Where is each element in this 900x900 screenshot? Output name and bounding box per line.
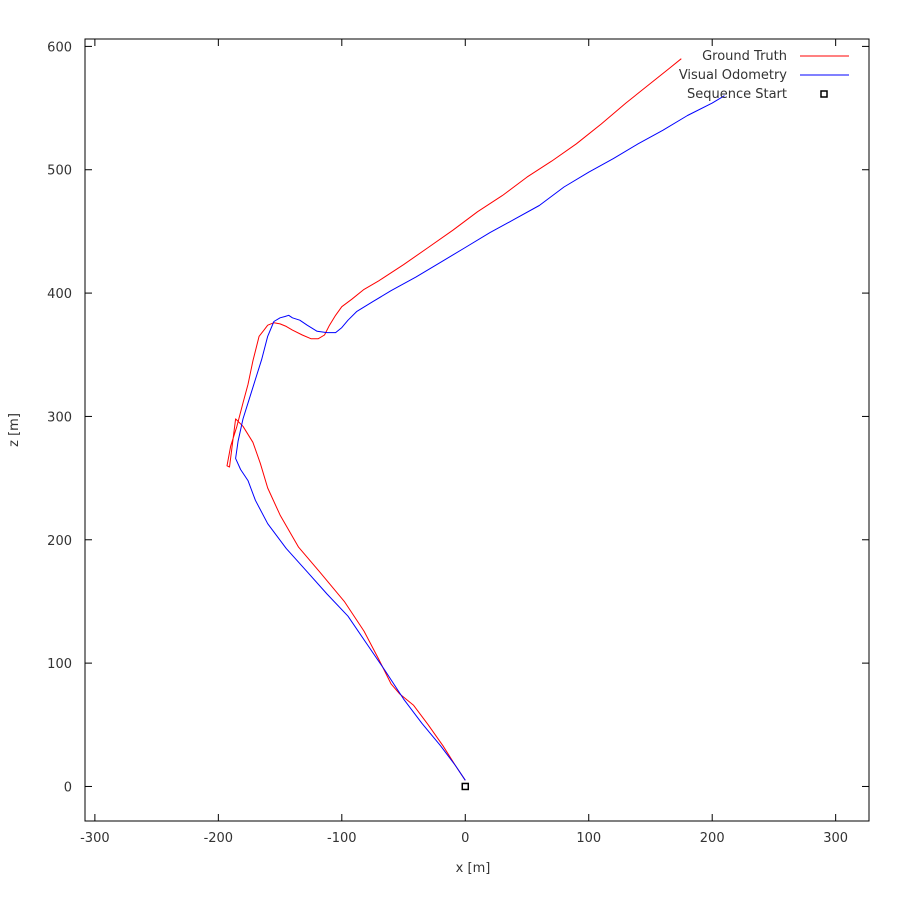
- x-axis-label: x [m]: [456, 861, 491, 876]
- legend-marker-sequence-start: [820, 90, 828, 98]
- x-tick-label: -200: [204, 831, 234, 846]
- x-tick-label: 300: [823, 831, 848, 846]
- x-tick-label: 200: [700, 831, 725, 846]
- y-tick-label: 400: [47, 287, 72, 302]
- legend: Ground Truth Visual Odometry Sequence St…: [679, 49, 849, 102]
- y-tick-label: 500: [47, 164, 72, 179]
- ground-truth-line: [226, 58, 682, 781]
- visual-odometry-line: [235, 95, 725, 781]
- y-tick-label: 200: [47, 534, 72, 549]
- x-tick-label: -100: [327, 831, 357, 846]
- x-tick-label: 0: [461, 831, 469, 846]
- y-tick-label: 0: [64, 780, 72, 795]
- y-axis-label: z [m]: [7, 413, 22, 447]
- legend-label-sequence-start: Sequence Start: [687, 87, 787, 102]
- sequence-start-marker: [461, 782, 470, 791]
- x-tick-label: -300: [80, 831, 110, 846]
- x-tick-label: 100: [576, 831, 601, 846]
- plot-frame: [84, 38, 870, 822]
- y-tick-label: 600: [47, 40, 72, 55]
- series-layer: [226, 58, 725, 791]
- y-tick-label: 300: [47, 410, 72, 425]
- legend-label-visual-odometry: Visual Odometry: [679, 68, 787, 83]
- axis-ticks: -300 -200 -100 0 100 200 300 0 100 200 300 400 500 60…: [47, 39, 869, 846]
- legend-label-ground-truth: Ground Truth: [702, 49, 787, 64]
- y-tick-label: 100: [47, 657, 72, 672]
